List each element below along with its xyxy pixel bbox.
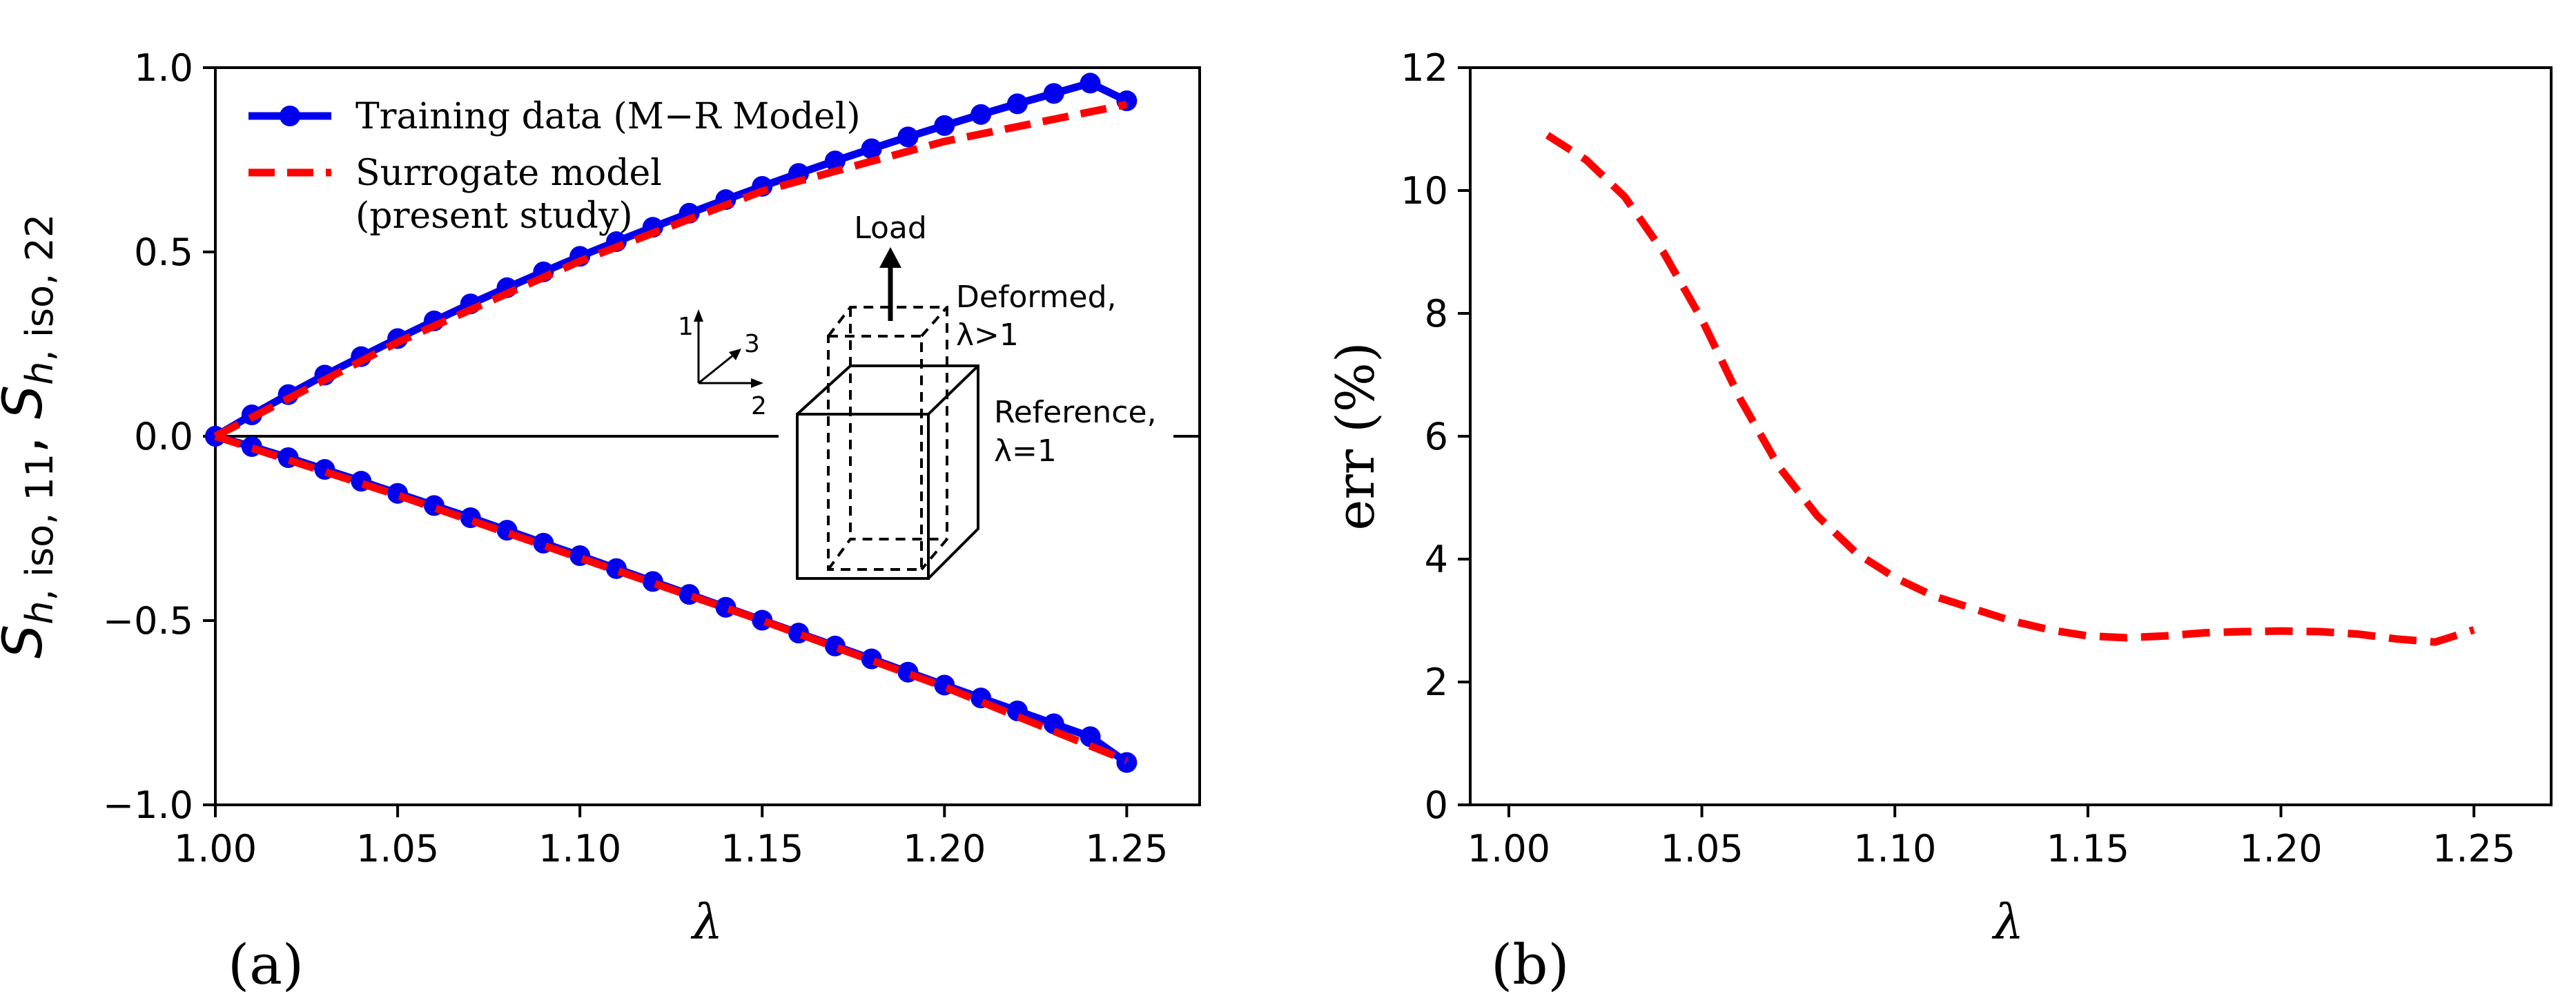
training-point (1043, 713, 1064, 734)
panel-label-b: (b) (1491, 933, 1570, 994)
inset-load-label: Load (854, 211, 927, 246)
deformed-cube (827, 306, 948, 571)
panel-a: 1.00 1.05 1.10 1.15 1.20 1.25 1.0 0.5 0.0 −0.5 −1… (0, 46, 1201, 994)
y-axis-label-part: h (18, 361, 61, 384)
inset-deformed-label-2: λ>1 (956, 318, 1019, 353)
training-point (861, 138, 882, 159)
training-point (897, 126, 919, 148)
err-line (1545, 132, 2475, 646)
y-ticks-b: 12 10 8 6 4 2 0 (1401, 46, 1470, 827)
x-tick-label: 1.15 (721, 827, 803, 870)
y-axis-label-part: , iso, 22 (18, 214, 61, 362)
x-tick-label: 1.00 (174, 827, 257, 870)
y-tick-label: 0 (1425, 783, 1448, 827)
x-tick-label: 1.10 (1853, 827, 1936, 870)
x-tick-label: 1.20 (903, 827, 986, 870)
inset-reference-label-2: λ=1 (994, 433, 1057, 469)
training-point (970, 104, 992, 125)
coordinate-axes (694, 309, 763, 388)
series-a (205, 72, 1138, 773)
series-b (1545, 132, 2475, 646)
y-axis-label-part: , (0, 419, 55, 454)
x-axis-label-b: λ (1991, 894, 2024, 951)
y-tick-label: −0.5 (103, 599, 193, 643)
x-ticks-b: 1.00 1.05 1.10 1.15 1.20 1.25 (1467, 805, 2515, 870)
x-tick-label: 1.00 (1467, 827, 1550, 870)
x-tick-label: 1.25 (1085, 827, 1168, 870)
inset-reference-label-1: Reference, (994, 395, 1157, 430)
y-axis-label-a: Sh, iso, 11, Sh, iso, 22 (0, 214, 61, 659)
panel-b: 1.00 1.05 1.10 1.15 1.20 1.25 12 10 8 6 4 2 0 λ err… (1325, 46, 2553, 994)
x-axis-label-a: λ (690, 894, 723, 951)
x-tick-label: 1.25 (2432, 827, 2515, 870)
y-tick-label: 8 (1425, 292, 1448, 335)
training-point (1116, 752, 1138, 773)
y-tick-label: 0.0 (134, 415, 193, 458)
x-tick-label: 1.20 (2239, 827, 2322, 870)
surrogate-line-s11 (213, 101, 1128, 440)
legend-training-marker (280, 106, 300, 126)
inset-axis-3-label: 3 (744, 330, 760, 358)
load-arrow (879, 247, 901, 321)
inset-axis-1-label: 1 (678, 313, 694, 341)
inset-schematic (694, 247, 979, 585)
training-point (1043, 83, 1064, 104)
y-tick-label: 4 (1425, 538, 1448, 581)
surrogate-line-s22 (214, 432, 1129, 765)
y-axis-label-b: err (%) (1325, 342, 1386, 530)
training-point (934, 115, 955, 136)
y-tick-label: 6 (1425, 415, 1448, 458)
legend-surrogate-label-1: Surrogate model (355, 153, 662, 194)
y-tick-label: 0.5 (134, 231, 193, 274)
x-tick-label: 1.05 (1660, 827, 1743, 870)
legend-surrogate-label-2: (present study) (355, 195, 633, 237)
y-ticks-a: 1.0 0.5 0.0 −0.5 −1.0 (103, 46, 215, 827)
y-tick-label: 1.0 (134, 46, 193, 90)
y-axis-label-part: , iso, 11 (18, 454, 61, 601)
y-tick-label: −1.0 (103, 783, 193, 827)
x-tick-label: 1.10 (538, 827, 621, 870)
x-ticks-a: 1.00 1.05 1.10 1.15 1.20 1.25 (174, 805, 1168, 870)
y-tick-label: 2 (1425, 661, 1448, 704)
y-tick-label: 10 (1401, 169, 1448, 213)
legend-a: Training data (M−R Model) Surrogate mode… (248, 96, 861, 237)
y-axis-label-part: h (18, 601, 61, 624)
plot-frame-b (1469, 66, 2553, 806)
y-axis-label-part: S (0, 625, 55, 659)
y-tick-label: 12 (1401, 46, 1448, 90)
reference-cube (796, 364, 979, 580)
legend-training-label: Training data (M−R Model) (355, 96, 861, 137)
panel-label-a: (a) (228, 933, 304, 994)
y-axis-label-part: S (0, 385, 55, 420)
inset-axis-2-label: 2 (751, 392, 767, 420)
inset-deformed-label-1: Deformed, (956, 280, 1117, 315)
x-tick-label: 1.05 (356, 827, 439, 870)
training-point (1080, 72, 1101, 94)
training-point (1080, 726, 1101, 748)
x-tick-label: 1.15 (2047, 827, 2129, 870)
training-point (1006, 93, 1028, 115)
